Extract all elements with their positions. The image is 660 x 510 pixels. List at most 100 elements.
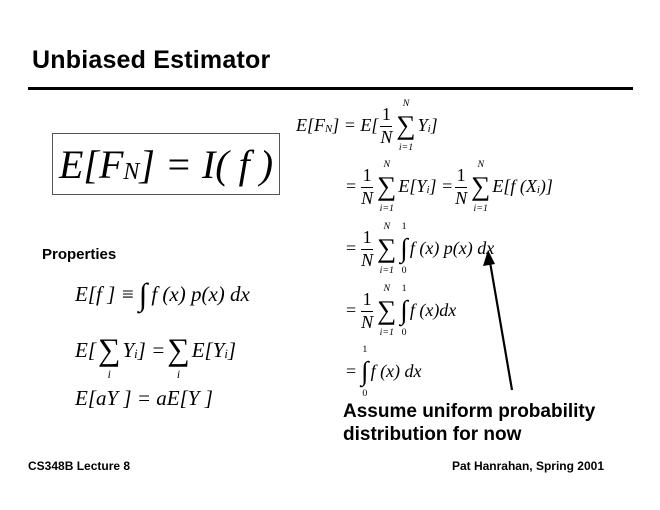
numerator: 1	[362, 288, 372, 309]
eq-part: ] = I(	[139, 141, 229, 187]
eq-part: ] =	[429, 176, 454, 197]
footer-author: Pat Hanrahan, Spring 2001	[451, 459, 604, 473]
numerator: 1	[381, 103, 391, 124]
sum-operator: N ∑ i=1	[377, 283, 396, 338]
eq-subscript: i	[427, 122, 431, 135]
derivation-line-5: = 1 ∫ 0 f (x) dx	[346, 344, 422, 399]
sum-operator: N ∑ i=1	[377, 159, 396, 214]
property-expectation-definition: E[f ] ≡ ∫ f (x) p(x) dx	[75, 276, 250, 314]
sum-lower-limit: i	[107, 369, 111, 382]
footer-course: CS348B Lecture 8	[28, 459, 131, 473]
eq-part: E[F	[58, 141, 124, 187]
caption-line: distribution for now	[343, 424, 522, 445]
integral-upper-limit: 1	[362, 344, 368, 355]
sum-symbol: ∑	[396, 110, 416, 141]
sum-operator: N ∑ i=1	[396, 98, 415, 153]
integral-operator: 1 ∫ 0	[400, 221, 407, 276]
eq-subscript: N	[325, 122, 333, 135]
sum-lower-limit: i=1	[473, 202, 488, 214]
eq-part: E[Y	[398, 176, 427, 197]
eq-part: E[F	[296, 115, 325, 136]
sum-upper-limit: N	[477, 159, 485, 170]
integral-upper-limit: 1	[401, 221, 407, 232]
eq-part: ] = E[	[332, 115, 379, 136]
integral-upper-limit: 1	[401, 283, 407, 294]
eq-part: )	[259, 141, 274, 187]
eq-part: f (x) dx	[370, 361, 422, 382]
sum-operator: ∑ i	[98, 318, 120, 382]
eq-part: E[f ] ≡	[75, 282, 135, 307]
eq-part: ]	[227, 337, 237, 362]
slide-title: Unbiased Estimator	[32, 46, 271, 74]
caption-line: Assume uniform probability	[343, 401, 596, 422]
eq-subscript: i	[224, 347, 228, 362]
integral-lower-limit: 0	[401, 326, 407, 338]
eq-subscript: i	[134, 347, 138, 362]
sum-operator: N ∑ i=1	[377, 221, 396, 276]
equals-sign: =	[346, 300, 357, 321]
integral-symbol: ∫	[138, 277, 148, 312]
properties-heading: Properties	[42, 246, 117, 263]
eq-part: f (x) p(x) dx	[151, 282, 250, 307]
eq-part: ]	[430, 115, 438, 136]
sum-symbol: ∑	[377, 295, 397, 326]
sum-symbol: ∑	[98, 332, 121, 368]
sum-upper-limit: N	[383, 221, 391, 232]
equals-sign: =	[346, 361, 357, 382]
eq-subscript: N	[123, 159, 140, 186]
eq-part: )]	[539, 176, 553, 197]
integral-symbol: ∫	[400, 233, 408, 264]
eq-part: f (x) p(x) dx	[409, 238, 495, 259]
denominator: N	[361, 311, 374, 332]
denominator: N	[361, 187, 374, 208]
sum-symbol: ∑	[377, 233, 397, 264]
eq-part: f (x)dx	[409, 300, 457, 321]
sum-lower-limit: i	[176, 369, 181, 382]
numerator: 1	[362, 164, 372, 185]
sum-lower-limit: i=1	[379, 202, 394, 214]
eq-subscript: i	[536, 183, 540, 196]
annotation-caption: Assume uniform probability distribution …	[343, 400, 595, 446]
eq-part: E[f (X	[492, 176, 537, 197]
property-linearity-scalar: E[aY ] = aE[Y ]	[75, 386, 213, 411]
title-divider	[28, 87, 633, 90]
eq-subscript: i	[426, 183, 430, 196]
integral-symbol: ∫	[361, 356, 369, 387]
boxed-equation: E[F N] = I( f )	[52, 133, 280, 195]
sum-symbol: ∑	[471, 171, 491, 202]
sum-lower-limit: i=1	[379, 326, 394, 338]
sum-upper-limit: N	[383, 159, 391, 170]
sum-upper-limit: N	[383, 283, 391, 294]
integral-lower-limit: 0	[362, 387, 368, 399]
eq-part: E[aY ] = aE[Y ]	[75, 386, 213, 410]
denominator: N	[380, 126, 393, 147]
sum-upper-limit: N	[402, 98, 410, 109]
eq-part: E[Y	[191, 337, 225, 362]
sum-lower-limit: i=1	[398, 141, 414, 153]
eq-part: f	[238, 141, 250, 187]
integral-symbol: ∫	[400, 295, 408, 326]
sum-operator: ∑ i	[167, 318, 189, 382]
denominator: N	[455, 187, 468, 208]
integral-operator: 1 ∫ 0	[400, 283, 407, 338]
sum-symbol: ∑	[377, 171, 397, 202]
integral-lower-limit: 0	[401, 264, 407, 276]
sum-lower-limit: i=1	[379, 264, 394, 276]
eq-part: E[	[75, 337, 96, 362]
eq-part: ] =	[137, 337, 166, 362]
sum-operator: N ∑ i=1	[471, 159, 490, 214]
eq-part: Y	[417, 115, 428, 136]
numerator: 1	[362, 226, 372, 247]
equals-sign: =	[346, 238, 357, 259]
eq-part: Y	[122, 337, 135, 362]
